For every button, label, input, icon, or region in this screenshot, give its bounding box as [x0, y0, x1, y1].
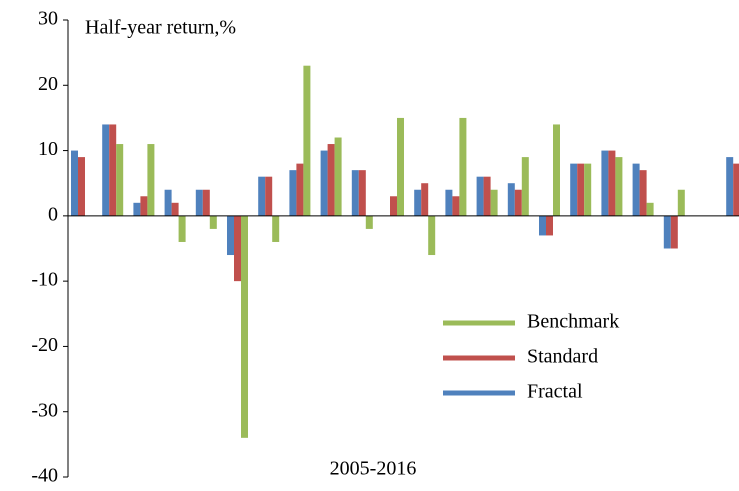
bar: [258, 176, 266, 216]
bar: [241, 215, 248, 438]
bar: [209, 215, 217, 229]
bar: [646, 202, 654, 216]
bar: [272, 215, 280, 242]
bar: [414, 189, 422, 216]
bar: [733, 163, 739, 216]
bar: [109, 124, 117, 216]
y-tick-label: -40: [31, 465, 58, 487]
y-tick-label: 20: [38, 73, 58, 95]
bar: [327, 144, 335, 216]
bar: [608, 150, 616, 216]
bar: [296, 163, 304, 216]
x-axis-label: 2005-2016: [330, 458, 417, 480]
legend-label: Standard: [527, 346, 598, 368]
bar: [140, 196, 148, 216]
bar: [178, 215, 186, 242]
bar: [234, 215, 241, 282]
bar: [227, 215, 234, 256]
bar: [195, 189, 203, 216]
bar: [116, 144, 124, 216]
bar: [320, 150, 328, 216]
legend-label: Benchmark: [527, 311, 619, 333]
bar: [553, 124, 560, 216]
bar: [615, 157, 623, 216]
y-tick-label: -20: [31, 334, 58, 356]
bar: [570, 163, 578, 216]
y-tick-label: -30: [31, 399, 58, 421]
bar: [397, 117, 404, 216]
bar: [670, 215, 678, 249]
bar: [164, 189, 172, 216]
bar: [663, 215, 671, 249]
bar: [726, 157, 734, 216]
bar: [78, 157, 85, 216]
bar: [507, 183, 515, 216]
bar: [171, 202, 179, 216]
bar: [577, 163, 585, 216]
bar: [483, 176, 491, 216]
chart-title: Half-year return,%: [85, 17, 236, 39]
bar: [476, 176, 484, 216]
bar: [514, 189, 522, 216]
bar: [303, 65, 311, 216]
bar: [632, 163, 640, 216]
bar: [490, 189, 498, 216]
bar: [133, 202, 141, 216]
bar: [584, 163, 592, 216]
bar: [445, 189, 453, 216]
bar: [539, 215, 546, 236]
y-tick-label: 10: [38, 138, 58, 160]
bar: [421, 183, 429, 216]
bar: [351, 170, 359, 216]
bar: [639, 170, 647, 216]
y-tick-label: 30: [38, 8, 58, 30]
bar: [601, 150, 609, 216]
bar: [521, 157, 529, 216]
bar: [265, 176, 273, 216]
bar: [334, 137, 342, 216]
bar: [71, 150, 78, 216]
y-tick-label: -10: [31, 269, 58, 291]
y-tick-label: 0: [48, 203, 58, 225]
bar: [428, 215, 436, 256]
bar: [459, 117, 467, 216]
bar: [390, 196, 397, 216]
bar: [546, 215, 553, 236]
bar: [358, 170, 366, 216]
bar: [202, 189, 210, 216]
bar: [365, 215, 373, 229]
bar: [102, 124, 110, 216]
bar: [147, 144, 155, 216]
bar: [289, 170, 297, 216]
bar: [452, 196, 460, 216]
legend-label: Fractal: [527, 381, 583, 403]
bar: [677, 189, 685, 216]
